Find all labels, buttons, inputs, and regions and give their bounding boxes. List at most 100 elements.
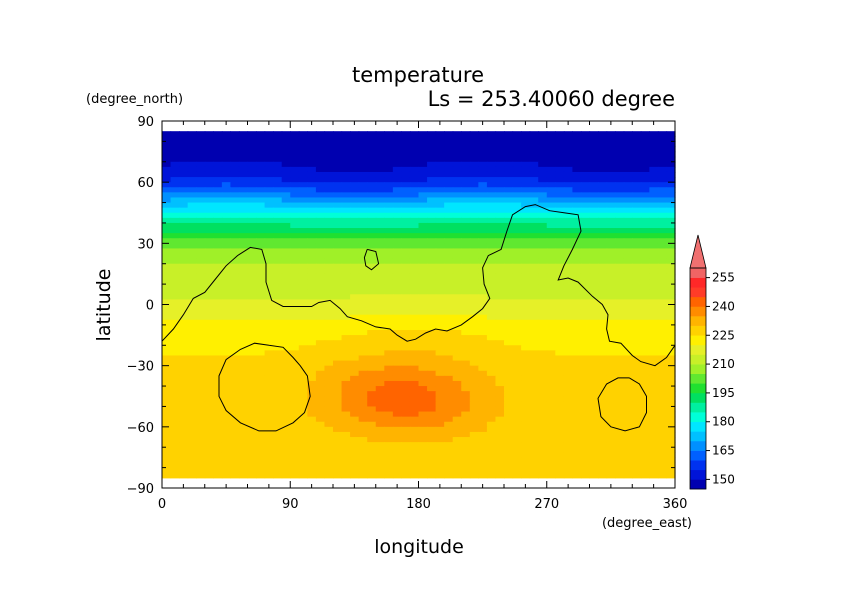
field-cell-1527 — [392, 258, 402, 265]
field-cell-3282 — [521, 406, 531, 413]
field-cell-237 — [649, 146, 659, 153]
field-cell-3052 — [606, 386, 616, 392]
field-cell-1127 — [563, 222, 573, 229]
field-cell-1914 — [623, 289, 633, 295]
field-cell-3481 — [170, 426, 180, 433]
field-cell-1165 — [375, 228, 385, 234]
field-cell-2907 — [392, 375, 402, 382]
field-cell-30 — [418, 131, 428, 137]
field-cell-1060 — [504, 217, 514, 224]
field-cell-2251 — [427, 319, 437, 326]
field-cell-1691 — [256, 273, 266, 280]
field-cell-3403 — [529, 416, 539, 423]
field-cell-3660 — [162, 442, 172, 448]
field-cell-514 — [452, 171, 462, 178]
field-cell-695 — [461, 187, 471, 193]
field-cell-1250 — [589, 233, 599, 239]
field-cell-1757 — [307, 279, 317, 285]
field-cell-559 — [324, 177, 334, 183]
field-cell-1362 — [521, 243, 531, 250]
field-cell-368 — [230, 161, 240, 168]
field-cell-505 — [375, 171, 385, 178]
field-cell-2206 — [555, 314, 565, 321]
field-cell-336 — [469, 156, 479, 163]
field-cell-668 — [230, 187, 240, 193]
field-cell-291 — [598, 151, 608, 158]
field-cell-735 — [290, 192, 300, 199]
field-cell-2042 — [179, 304, 189, 311]
field-cell-1536 — [469, 258, 479, 265]
field-cell-2922 — [521, 375, 531, 382]
field-cell-2389 — [580, 329, 591, 336]
field-cell-3230 — [589, 401, 599, 408]
field-cell-3177 — [649, 396, 659, 402]
field-cell-544 — [196, 177, 206, 183]
field-cell-3284 — [538, 406, 548, 413]
field-cell-2299 — [324, 324, 334, 331]
field-cell-3716 — [640, 442, 650, 448]
field-cell-675 — [290, 187, 300, 193]
field-cell-447 — [392, 166, 402, 173]
field-cell-424 — [196, 166, 206, 173]
field-cell-1672 — [606, 268, 616, 275]
field-cell-1716 — [469, 273, 479, 280]
field-cell-2007 — [392, 299, 402, 306]
field-cell-3220 — [504, 401, 514, 408]
field-cell-3991 — [427, 467, 437, 474]
field-cell-3885 — [546, 457, 556, 464]
field-cell-1690 — [247, 273, 257, 280]
field-cell-3005 — [204, 386, 214, 392]
field-cell-543 — [187, 177, 197, 183]
field-cell-1785 — [546, 279, 556, 285]
field-cell-2406 — [213, 335, 223, 341]
field-cell-1549 — [580, 258, 591, 265]
field-cell-1559 — [666, 258, 676, 265]
field-cell-169 — [580, 141, 591, 148]
field-cell-743 — [358, 192, 368, 199]
field-cell-4054 — [452, 472, 462, 479]
field-cell-2844 — [367, 370, 377, 377]
field-cell-3848 — [230, 457, 240, 464]
y-tick-label-2: 30 — [137, 237, 154, 252]
field-cell-1763 — [358, 279, 368, 285]
field-cell-1465 — [375, 253, 385, 260]
field-cell-1694 — [281, 273, 291, 280]
field-cell-2283 — [187, 324, 197, 331]
field-cell-432 — [264, 166, 274, 173]
field-cell-1968 — [572, 294, 582, 301]
field-cell-3117 — [649, 391, 659, 397]
field-cell-2171 — [256, 314, 266, 321]
field-cell-3085 — [375, 391, 385, 397]
field-cell-2395 — [632, 329, 642, 336]
field-cell-620 — [333, 182, 343, 188]
field-cell-2797 — [478, 365, 488, 372]
field-cell-1455 — [290, 253, 300, 260]
field-cell-1930 — [247, 294, 257, 301]
field-cell-1152 — [264, 228, 274, 234]
field-cell-3645 — [546, 437, 556, 443]
field-cell-1423 — [529, 248, 539, 255]
colorbar-swatch-9 — [690, 392, 706, 403]
field-cell-2413 — [273, 335, 283, 341]
field-cell-784 — [196, 197, 206, 204]
field-cell-3780 — [162, 452, 172, 459]
field-cell-3401 — [512, 416, 522, 423]
field-cell-1220 — [333, 233, 343, 239]
field-cell-2634 — [623, 350, 633, 357]
field-cell-3722 — [179, 447, 189, 453]
field-cell-2138 — [486, 309, 497, 316]
field-cell-2825 — [204, 370, 214, 377]
field-cell-1663 — [529, 268, 539, 275]
field-cell-1212 — [264, 233, 274, 239]
field-cell-188 — [230, 146, 240, 153]
field-cell-1059 — [495, 217, 505, 224]
field-cell-3243 — [187, 406, 197, 413]
field-cell-2821 — [170, 370, 180, 377]
field-cell-3205 — [375, 401, 385, 408]
field-cell-1504 — [196, 258, 206, 265]
field-cell-2312 — [435, 324, 445, 331]
field-cell-1658 — [486, 268, 497, 275]
field-cell-436 — [298, 166, 308, 173]
field-cell-3963 — [187, 467, 197, 474]
field-cell-2531 — [256, 345, 266, 351]
